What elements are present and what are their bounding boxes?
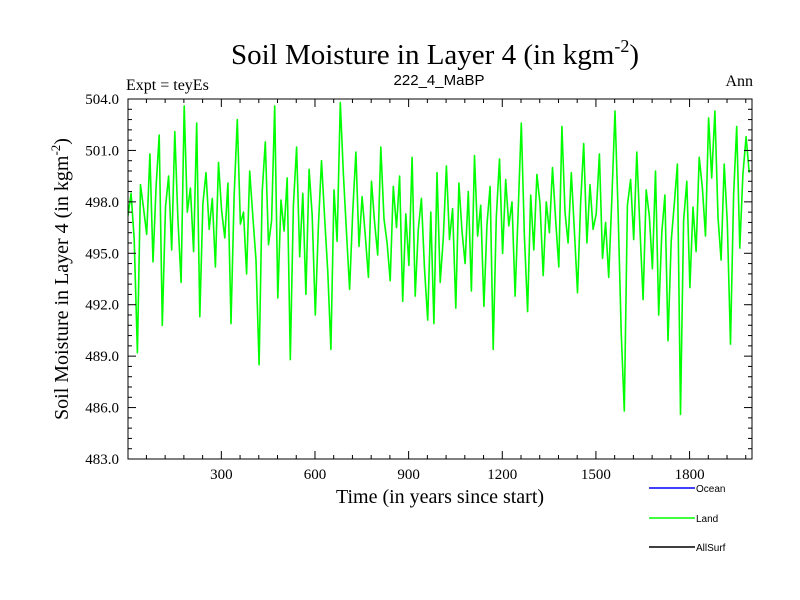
season-label: Ann — [725, 73, 753, 90]
y-tick-label: 492.0 — [85, 298, 119, 314]
x-tick-label: 900 — [397, 467, 420, 483]
y-axis-label: Soil Moisture in Layer 4 (in kgm-2) — [48, 138, 73, 420]
y-tick-label: 489.0 — [85, 349, 119, 365]
series-layer — [128, 101, 750, 416]
y-tick-label: 495.0 — [85, 246, 119, 262]
legend-allsurf-label: AllSurf — [696, 543, 726, 554]
x-tick-label: 1200 — [487, 467, 517, 483]
legend-ocean-label: Ocean — [696, 484, 725, 495]
x-axis-label: Time (in years since start) — [336, 486, 544, 508]
y-tick-label: 504.0 — [85, 92, 119, 108]
x-tick-label: 1800 — [675, 467, 705, 483]
y-tick-label: 483.0 — [85, 452, 119, 468]
chart-title-superscript: -2 — [614, 36, 629, 56]
x-tick-label: 1500 — [581, 467, 611, 483]
x-tick-label: 300 — [210, 467, 233, 483]
plot-frame — [127, 98, 753, 460]
series-line-land — [128, 101, 750, 416]
x-tick-label: 600 — [304, 467, 327, 483]
legend-land-label: Land — [696, 514, 718, 525]
axis-ticks: 300 600 900 1200 1500 1800 483.0 486.0 489.0 492.… — [85, 92, 752, 483]
legend: Ocean Land AllSurf — [649, 484, 726, 554]
chart-title: Soil Moisture in Layer 4 (in kgm-2) — [231, 36, 639, 71]
y-tick-label: 498.0 — [85, 195, 119, 211]
y-tick-label: 501.0 — [85, 143, 119, 159]
y-axis-label-superscript: -2 — [48, 145, 63, 156]
experiment-label: Expt = teyEs — [126, 77, 209, 94]
experiment-id-label: 222_4_MaBP — [394, 72, 485, 89]
y-tick-label: 486.0 — [85, 401, 119, 417]
